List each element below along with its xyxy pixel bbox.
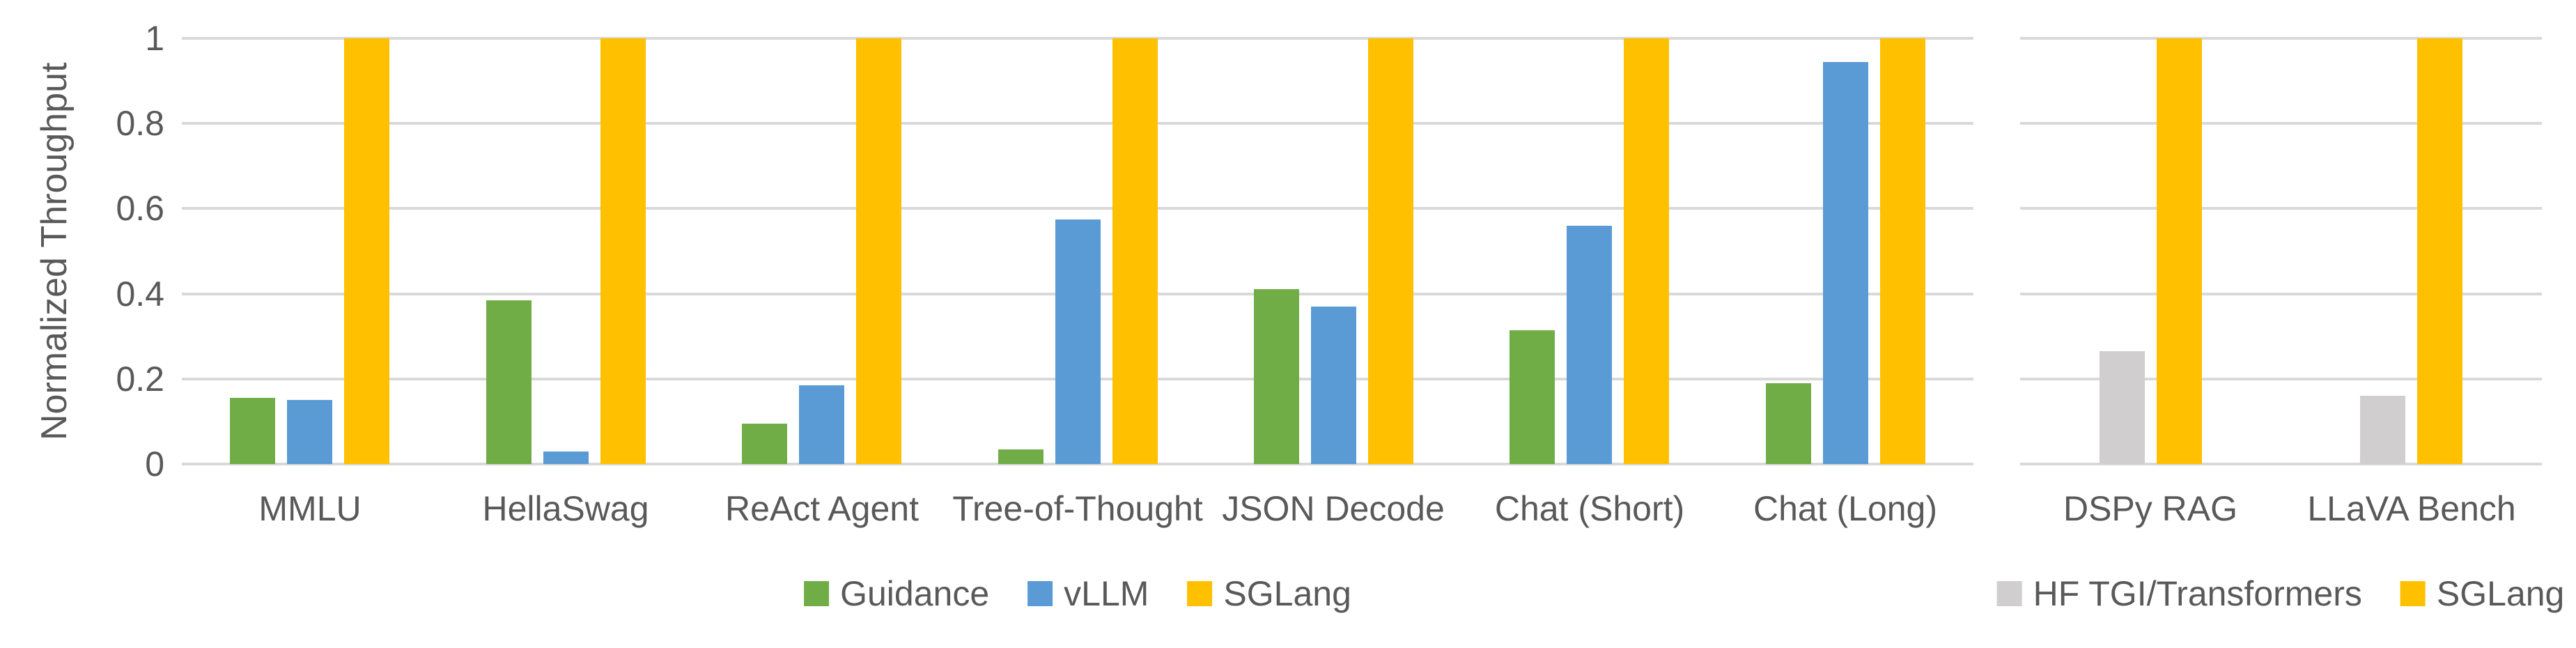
- right-bar-chart-plot-area: [2020, 37, 2542, 465]
- bar-sglang-llava-bench: [2417, 38, 2462, 464]
- bar-guidance-tree-of-thought: [998, 449, 1043, 464]
- bar-vllm-json-decode: [1311, 307, 1356, 464]
- bar-vllm-mmlu: [287, 400, 332, 464]
- x-category-label-json-decode: JSON Decode: [1222, 489, 1445, 528]
- bar-hf-tgi-transformers-dspy-rag: [2100, 351, 2145, 464]
- legend-label: SGLang: [1223, 574, 1351, 613]
- legend-label: Guidance: [840, 574, 990, 613]
- x-category-label-tree-of-thought: Tree-of-Thought: [952, 489, 1203, 528]
- bar-guidance-hellaswag: [486, 300, 532, 464]
- x-category-label-llava-bench: LLaVA Bench: [2307, 489, 2516, 528]
- gridline: [2020, 292, 2542, 295]
- bar-sglang-chat-long: [1880, 38, 1925, 464]
- y-axis-title: Normalized Throughput: [34, 62, 75, 440]
- gridline: [2020, 37, 2542, 40]
- legend-item-hf-tgi-transformers: HF TGI/Transformers: [1996, 573, 2362, 615]
- bar-vllm-hellaswag: [543, 452, 589, 464]
- legend-swatch-icon: [1187, 581, 1213, 606]
- x-category-label-hellaswag: HellaSwag: [482, 489, 649, 528]
- bar-sglang-json-decode: [1368, 38, 1413, 464]
- bar-sglang-hellaswag: [600, 38, 646, 464]
- bar-sglang-mmlu: [344, 38, 389, 464]
- x-category-label-react-agent: ReAct Agent: [725, 489, 919, 528]
- bar-vllm-tree-of-thought: [1055, 219, 1101, 464]
- bar-vllm-react-agent: [799, 385, 844, 464]
- left-chart-legend: Guidance vLLM SGLang: [804, 573, 1351, 615]
- bar-guidance-chat-long: [1766, 383, 1811, 464]
- legend-swatch-icon: [2400, 581, 2426, 606]
- legend-item-guidance: Guidance: [804, 573, 989, 615]
- left-bar-chart-plot-area: [182, 37, 1973, 465]
- bar-sglang-chat-short: [1624, 38, 1669, 464]
- bar-guidance-chat-short: [1510, 330, 1555, 464]
- bar-guidance-react-agent: [742, 424, 787, 464]
- y-tick-label: 0.4: [116, 274, 164, 314]
- gridline: [2020, 122, 2542, 125]
- gridline: [182, 463, 1973, 465]
- legend-label: SGLang: [2436, 574, 2565, 613]
- bar-sglang-tree-of-thought: [1112, 38, 1158, 464]
- legend-swatch-icon: [1027, 581, 1053, 606]
- bar-vllm-chat-long: [1823, 62, 1868, 464]
- gridline: [182, 122, 1973, 125]
- bar-guidance-mmlu: [230, 398, 275, 464]
- legend-item-vllm: vLLM: [1027, 573, 1149, 615]
- legend-item-sglang: SGLang: [1187, 573, 1351, 615]
- x-category-label-dspy-rag: DSPy RAG: [2063, 489, 2238, 528]
- bar-vllm-chat-short: [1567, 226, 1612, 464]
- legend-item-sglang: SGLang: [2400, 573, 2564, 615]
- y-tick-label: 1: [145, 19, 164, 58]
- gridline: [182, 207, 1973, 210]
- gridline: [2020, 207, 2542, 210]
- bar-hf-tgi-transformers-llava-bench: [2360, 396, 2405, 464]
- legend-swatch-icon: [1996, 581, 2022, 606]
- y-tick-label: 0.8: [116, 104, 164, 144]
- legend-swatch-icon: [804, 581, 830, 606]
- bar-sglang-react-agent: [856, 38, 901, 464]
- y-tick-label: 0.6: [116, 189, 164, 229]
- gridline: [2020, 377, 2542, 380]
- gridline: [2020, 463, 2542, 465]
- x-category-label-chat-long: Chat (Long): [1753, 489, 1938, 528]
- legend-label: HF TGI/Transformers: [2033, 574, 2362, 613]
- right-chart-legend: HF TGI/Transformers SGLang: [1996, 573, 2564, 615]
- legend-label: vLLM: [1064, 574, 1149, 613]
- bar-sglang-dspy-rag: [2157, 38, 2202, 464]
- y-tick-label: 0.2: [116, 359, 164, 399]
- y-tick-label: 0: [145, 445, 164, 484]
- x-category-label-mmlu: MMLU: [258, 489, 362, 528]
- bar-guidance-json-decode: [1254, 289, 1299, 464]
- gridline: [182, 37, 1973, 40]
- x-category-label-chat-short: Chat (Short): [1494, 489, 1685, 528]
